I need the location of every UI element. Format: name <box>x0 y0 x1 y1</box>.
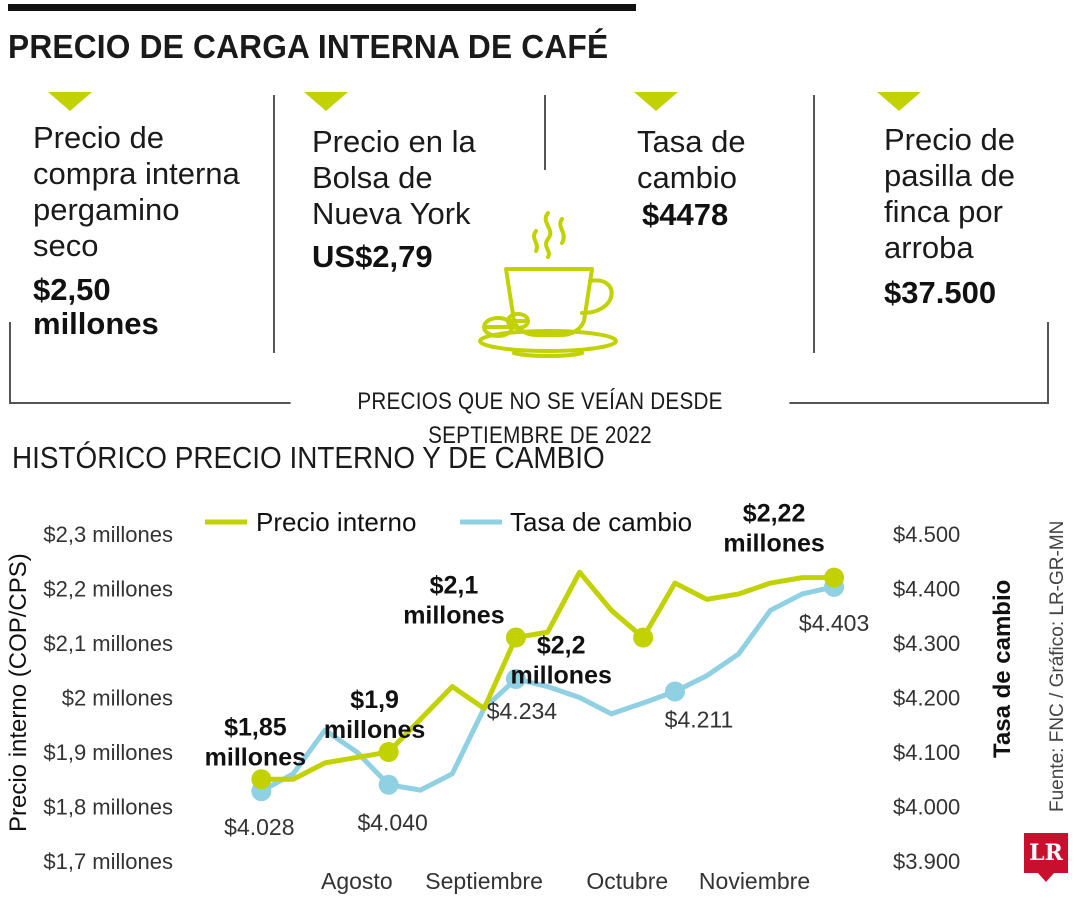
stat-value: US$2,79 <box>312 239 433 274</box>
stat-value: $37.500 <box>884 275 997 310</box>
series-marker-precio <box>633 627 654 648</box>
lr-logo: LR <box>1024 833 1068 882</box>
x-tick-label: Noviembre <box>699 868 810 894</box>
line-chart: Precio interno Tasa de cambio Precio int… <box>5 500 1068 894</box>
left-tick-label: $2 millones <box>62 686 173 711</box>
bracket-note: PRECIOS QUE NO SE VEÍAN DESDE SEPTIEMBRE… <box>290 385 790 449</box>
right-axis-title: Tasa de cambio <box>989 580 1016 758</box>
annotation-precio: $2,22 <box>743 500 806 528</box>
stat-label: Tasa de cambio <box>637 124 746 195</box>
left-tick-labels: $2,3 millones $2,2 millones $2,1 millones $… <box>43 522 173 874</box>
stat-value: $2,50 millones <box>33 272 159 341</box>
x-tick-label: Octubre <box>586 868 668 894</box>
series-marker-precio <box>251 769 272 790</box>
annotation-precio: $2,2 <box>537 632 586 660</box>
stat-label: Precio en la Bolsa de Nueva York <box>312 124 476 231</box>
annotation-precio: millones <box>324 716 425 744</box>
page-title: PRECIO DE CARGA INTERNA DE CAFÉ <box>8 28 609 65</box>
series-marker-tasa <box>665 681 685 702</box>
series-marker-tasa <box>378 774 399 795</box>
annotation-tasa: $4.211 <box>665 707 734 733</box>
chart-subtitle: HISTÓRICO PRECIO INTERNO Y DE CAMBIO <box>12 440 605 475</box>
annotation-precio: millones <box>205 743 306 771</box>
annotation-precio: $2,1 <box>430 572 479 600</box>
annotation-precio: millones <box>403 602 504 630</box>
legend-label-tasa: Tasa de cambio <box>510 507 692 537</box>
right-tick-label: $4.100 <box>893 740 960 765</box>
annotation-precio: millones <box>723 530 824 558</box>
right-tick-label: $4.000 <box>893 795 960 820</box>
left-axis-title: Precio interno (COP/CPS) <box>5 553 32 832</box>
series-layer <box>251 567 845 802</box>
right-tick-label: $4.200 <box>893 686 960 711</box>
source-credit: Fuente: FNC / Gráfico: LR-GR-MN <box>1047 521 1068 812</box>
series-marker-precio <box>505 627 526 648</box>
series-marker-precio <box>824 567 845 588</box>
triangle-marker-icon <box>634 92 678 111</box>
coffee-cup-icon <box>478 211 618 358</box>
left-tick-label: $1,7 millones <box>43 849 173 874</box>
annotation-precio: millones <box>510 662 611 690</box>
x-tick-label: Agosto <box>321 868 393 894</box>
series-marker-precio <box>378 742 399 762</box>
left-tick-label: $2,1 millones <box>43 631 173 656</box>
column-divider <box>813 95 815 353</box>
annotation-tasa: $4.403 <box>799 610 869 636</box>
left-tick-label: $2,2 millones <box>43 577 173 602</box>
top-rule <box>8 4 636 11</box>
annotation-tasa: $4.040 <box>357 810 427 836</box>
annotation-precio: $1,9 <box>350 686 399 714</box>
right-tick-label: $4.500 <box>893 522 960 547</box>
column-divider <box>544 95 546 170</box>
stat-label: Precio de compra interna pergamino seco <box>33 120 240 263</box>
annotation-tasa: $4.234 <box>487 698 558 724</box>
annotation-precio: $1,85 <box>224 713 287 741</box>
right-tick-label: $4.400 <box>893 577 960 602</box>
x-tick-label: Septiembre <box>425 868 543 894</box>
triangle-marker-icon <box>304 92 348 111</box>
stat-value: $4478 <box>642 197 729 232</box>
series-marker-tasa <box>505 668 526 689</box>
stat-label: Precio de pasilla de finca por arroba <box>884 122 1015 265</box>
left-tick-label: $1,8 millones <box>43 795 173 820</box>
left-tick-label: $1,9 millones <box>43 740 173 765</box>
triangle-marker-icon <box>48 92 92 111</box>
column-divider <box>273 95 275 353</box>
series-line-tasa <box>260 584 835 794</box>
right-tick-label: $3.900 <box>893 849 960 874</box>
series-line-precio <box>261 569 835 782</box>
left-tick-label: $2,3 millones <box>43 522 173 547</box>
annotation-tasa: $4.028 <box>224 814 294 840</box>
legend-label-precio: Precio interno <box>256 507 416 537</box>
right-tick-label: $4.300 <box>893 631 960 656</box>
legend: Precio interno Tasa de cambio <box>205 507 692 537</box>
right-tick-labels: $4.500 $4.400 $4.300 $4.200 $4.100 $4.000 $3.9… <box>893 522 960 874</box>
annotation-layer: $1,85millones$1,9millones$2,1millones$2,… <box>205 500 870 841</box>
x-tick-labels: Agosto Septiembre Octubre Noviembre <box>321 868 810 894</box>
triangle-marker-icon <box>877 92 921 111</box>
